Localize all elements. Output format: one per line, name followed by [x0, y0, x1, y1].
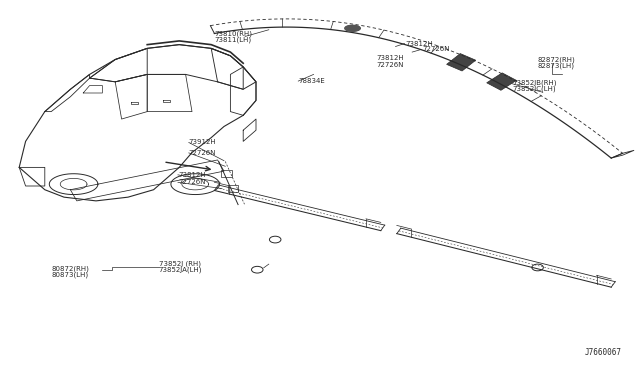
Text: 73852JB(RH): 73852JB(RH) [512, 79, 557, 86]
Text: J7660067: J7660067 [585, 348, 622, 357]
Text: 73810(RH): 73810(RH) [214, 30, 252, 37]
Text: 73812H: 73812H [178, 172, 205, 178]
Text: 80873(LH): 80873(LH) [51, 272, 88, 278]
Polygon shape [486, 73, 516, 90]
Polygon shape [447, 54, 476, 71]
Text: 82873(LH): 82873(LH) [538, 62, 575, 69]
Text: 78834E: 78834E [298, 78, 325, 84]
Text: 73812H: 73812H [376, 55, 404, 61]
Text: 73812H: 73812H [405, 41, 433, 46]
Text: 73912H: 73912H [189, 139, 216, 145]
Bar [221, 170, 232, 177]
Bar [228, 185, 238, 192]
Text: 80872(RH): 80872(RH) [51, 265, 89, 272]
Text: 72726N: 72726N [189, 150, 216, 155]
Text: 72726N: 72726N [376, 62, 404, 68]
Text: 73852J (RH): 73852J (RH) [159, 260, 201, 267]
Text: 73811(LH): 73811(LH) [214, 36, 252, 43]
Text: 72726N: 72726N [422, 46, 450, 52]
Text: 73852JC(LH): 73852JC(LH) [512, 86, 556, 92]
Polygon shape [345, 25, 360, 31]
Text: 73852JA(LH): 73852JA(LH) [159, 266, 202, 273]
Text: 82872(RH): 82872(RH) [538, 56, 575, 63]
Text: 72726N: 72726N [178, 179, 205, 185]
